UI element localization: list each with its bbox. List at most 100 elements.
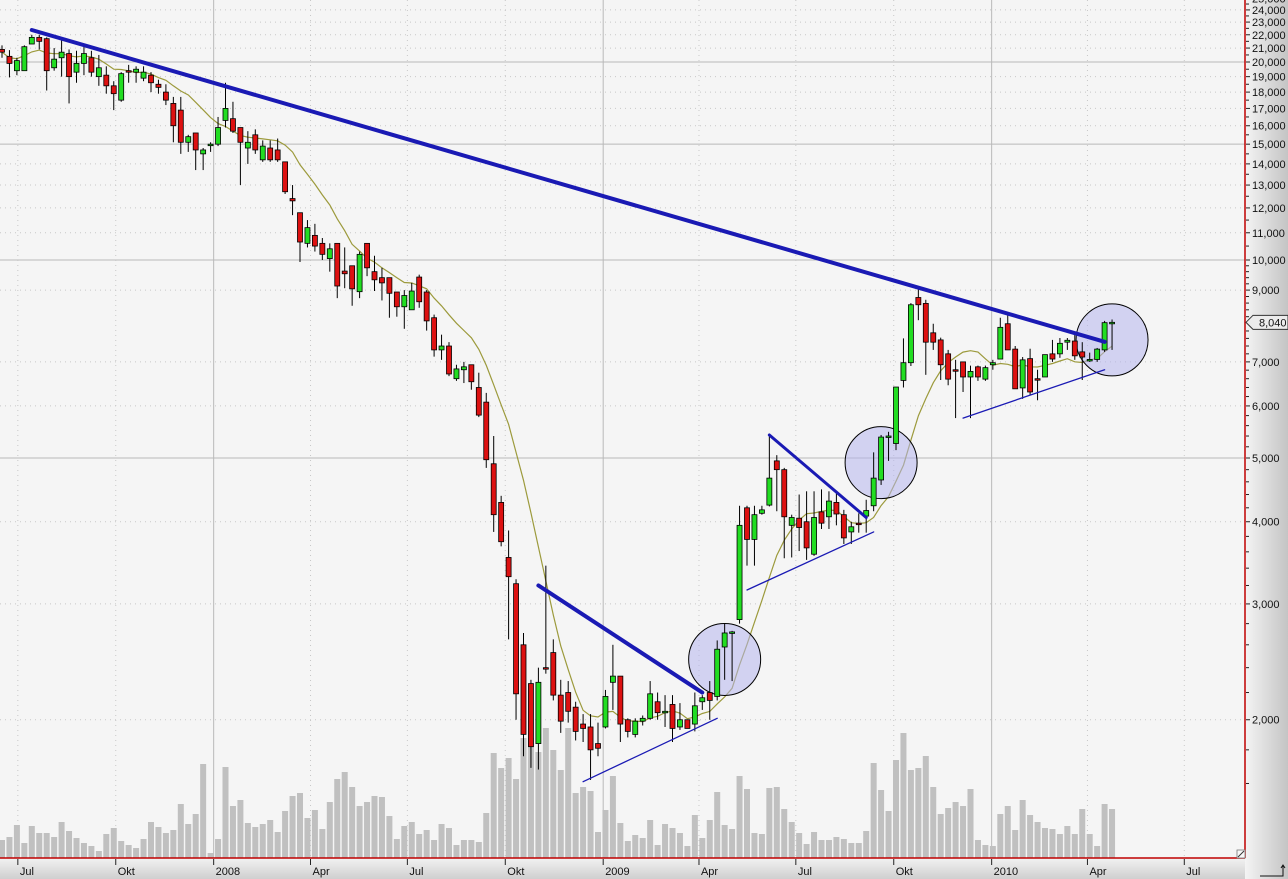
candle-body: [222, 108, 229, 121]
candle: [200, 148, 207, 171]
candle: [289, 185, 296, 216]
candle-body: [423, 291, 430, 322]
candle: [960, 361, 966, 392]
candle: [781, 467, 788, 559]
price-tick-label: 6,000: [1252, 401, 1280, 413]
volume-bar: [699, 838, 706, 858]
candle-body: [170, 103, 177, 127]
volume-bar: [706, 820, 713, 858]
candle: [438, 334, 445, 360]
candle-body: [729, 631, 735, 634]
candle-body: [989, 362, 996, 366]
volume-bar: [297, 793, 303, 858]
candle: [773, 455, 780, 512]
candle-body: [870, 477, 877, 507]
candles: [0, 34, 1115, 780]
candle: [1034, 369, 1041, 401]
candle-body: [356, 253, 363, 293]
candle: [483, 392, 490, 468]
price-tick-label: 4,000: [1252, 517, 1280, 529]
volume-bar: [885, 811, 892, 858]
candle: [945, 349, 952, 386]
candle: [371, 255, 378, 292]
candle: [922, 299, 929, 375]
candle-body: [580, 723, 586, 729]
candle-body: [520, 644, 527, 735]
candle: [766, 436, 773, 507]
candle-body: [282, 161, 289, 193]
volume-bar: [1064, 826, 1071, 858]
price-tick-label: 11,000: [1252, 228, 1285, 240]
candle: [58, 40, 65, 77]
candle: [498, 495, 505, 547]
candle-body: [408, 290, 415, 311]
time-tick-label: 2010: [994, 866, 1018, 878]
candle: [423, 290, 430, 331]
volume-bar: [1071, 834, 1078, 858]
candle: [0, 45, 5, 58]
volume-bar: [1094, 846, 1101, 858]
candle: [13, 57, 20, 76]
candle: [937, 337, 944, 380]
time-tick-label: Apr: [701, 866, 718, 878]
candle-body: [677, 719, 683, 728]
trendline[interactable]: [29, 28, 1107, 344]
volume-bar: [811, 832, 818, 858]
candle: [975, 365, 981, 381]
volume-bar: [803, 844, 810, 858]
volume-bar: [36, 833, 43, 858]
volume-bar: [513, 779, 520, 858]
time-axis-panel[interactable]: [0, 858, 1245, 879]
volume-bar: [632, 835, 639, 858]
trendline[interactable]: [582, 717, 718, 783]
time-tick-label: Apr: [1089, 866, 1106, 878]
candle: [751, 505, 758, 566]
volume-bar: [267, 820, 274, 858]
candle: [647, 681, 654, 720]
candle: [148, 72, 154, 93]
candle-body: [43, 38, 50, 72]
candle-body: [595, 743, 601, 749]
candle-body: [364, 242, 370, 269]
candle: [185, 134, 192, 152]
volume-bar: [565, 728, 572, 858]
candle-body: [781, 469, 788, 518]
price-axis-panel[interactable]: [1245, 0, 1288, 879]
candle: [21, 45, 28, 72]
candle-body: [274, 149, 281, 161]
volume-bar: [177, 804, 184, 858]
volume-bar: [505, 758, 512, 858]
volume-bar: [654, 845, 661, 858]
trendline[interactable]: [767, 433, 868, 519]
candle-body: [51, 58, 58, 69]
volume-bar: [751, 833, 758, 858]
volume-bar: [378, 797, 385, 858]
volume-bar: [639, 838, 646, 858]
candle: [1004, 313, 1011, 351]
volume-bar: [140, 839, 147, 858]
candle: [565, 681, 572, 723]
candle-body: [773, 460, 780, 471]
candle-body: [244, 141, 251, 149]
trendline[interactable]: [536, 583, 705, 695]
candle-body: [289, 198, 296, 202]
candle-body: [505, 557, 512, 578]
candle-body: [587, 726, 594, 751]
volume-bar: [773, 787, 780, 858]
trendline[interactable]: [746, 531, 875, 591]
volume-bar: [1056, 834, 1063, 858]
volume-bar: [80, 843, 87, 858]
volume-bar: [416, 834, 423, 858]
volume-bars: [0, 728, 1116, 858]
candle-body: [498, 502, 505, 543]
candle: [319, 238, 326, 260]
resize-corner-icon[interactable]: [1236, 849, 1246, 859]
volume-bar: [1004, 806, 1011, 858]
volume-bar: [453, 845, 460, 858]
volume-bar: [66, 831, 73, 858]
candle: [1101, 320, 1108, 352]
trendline[interactable]: [962, 369, 1106, 419]
axis-corner-arrow-icon[interactable]: [1260, 864, 1286, 877]
volume-bar: [1042, 828, 1048, 858]
candle: [244, 131, 251, 164]
